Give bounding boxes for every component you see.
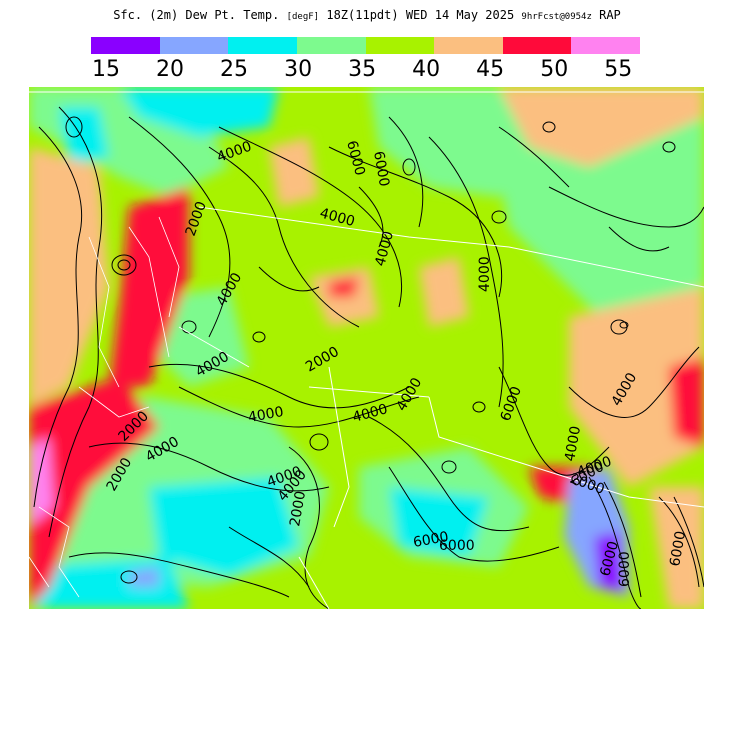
legend-label-20: 20 xyxy=(156,57,185,82)
fill-40-45-central-east xyxy=(419,257,469,327)
fill-40-45-north xyxy=(499,87,704,167)
dewpoint-fill-regions xyxy=(29,87,704,609)
fill-30-35-ne xyxy=(489,107,704,347)
contour-label-6000: 6000 xyxy=(667,530,689,568)
map-canvas: 6000400040006000200040004000400040002000… xyxy=(29,87,704,609)
terrain-contours xyxy=(33,106,704,609)
legend-swatch-6 xyxy=(502,37,572,54)
legend-swatch-7 xyxy=(571,37,640,54)
contour-label-6000: 6000 xyxy=(617,551,633,587)
title-unit: [degF] xyxy=(286,12,320,22)
fill-25-30-sw xyxy=(149,477,299,577)
legend-label-25: 25 xyxy=(220,57,249,82)
county-lines xyxy=(29,216,180,598)
legend-swatch-2 xyxy=(228,37,297,54)
fill-20-25-sw xyxy=(129,567,159,587)
title-model: RAP xyxy=(599,8,621,22)
legend-swatch-0 xyxy=(91,37,160,54)
contour-label-2000: 2000 xyxy=(287,490,309,528)
legend-swatch-1 xyxy=(159,37,229,54)
legend-swatch-5 xyxy=(434,37,503,54)
fill-40-45-east xyxy=(569,287,704,487)
legend-label-40: 40 xyxy=(412,57,441,82)
fill-45-50-central xyxy=(329,277,359,297)
fill-50-55-sw xyxy=(29,437,54,527)
state-boundaries xyxy=(29,91,704,609)
map-title: Sfc. (2m) Dew Pt. Temp. [degF] 18Z(11pdt… xyxy=(0,8,734,22)
legend-label-50: 50 xyxy=(540,57,569,82)
legend-labels: 15 20 25 30 35 40 45 50 55 xyxy=(0,58,734,84)
fill-40-45-se xyxy=(649,487,704,609)
legend-swatch-4 xyxy=(365,37,435,54)
fill-40-45-north-central xyxy=(269,137,319,207)
legend-label-30: 30 xyxy=(284,57,313,82)
closed-contours xyxy=(65,116,676,584)
legend-label-35: 35 xyxy=(348,57,377,82)
fill-25-30-north xyxy=(119,87,279,137)
legend-label-45: 45 xyxy=(476,57,505,82)
contour-label-4000: 4000 xyxy=(247,404,285,426)
fill-45-50-sw xyxy=(29,377,159,609)
fill-15-20-se xyxy=(594,532,624,592)
contour-label-6000: 6000 xyxy=(412,529,450,551)
legend-label-15: 15 xyxy=(92,57,120,82)
title-main: Sfc. (2m) Dew Pt. Temp. xyxy=(113,8,280,22)
contour-label-4000: 4000 xyxy=(477,256,493,292)
dewpoint-map: 6000 4000 4000 6000 2000 4000 4000 4000 4000 2000… xyxy=(29,87,704,609)
contour-label-6000: 6000 xyxy=(370,150,392,188)
legend-label-55: 55 xyxy=(604,57,633,82)
color-legend xyxy=(91,37,640,54)
fill-25-30-south xyxy=(389,487,489,557)
contour-label-4000: 4000 xyxy=(562,425,584,463)
fill-40-45-west xyxy=(29,147,109,407)
title-time: 18Z(11pdt) WED 14 May 2025 xyxy=(326,8,515,22)
contour-label-6000: 6000 xyxy=(439,538,475,554)
legend-swatch-3 xyxy=(296,37,366,54)
fill-45-50-west xyxy=(109,187,189,387)
title-init: 9hrFcst@0954z xyxy=(521,12,592,22)
fill-45-50-east xyxy=(669,357,704,447)
